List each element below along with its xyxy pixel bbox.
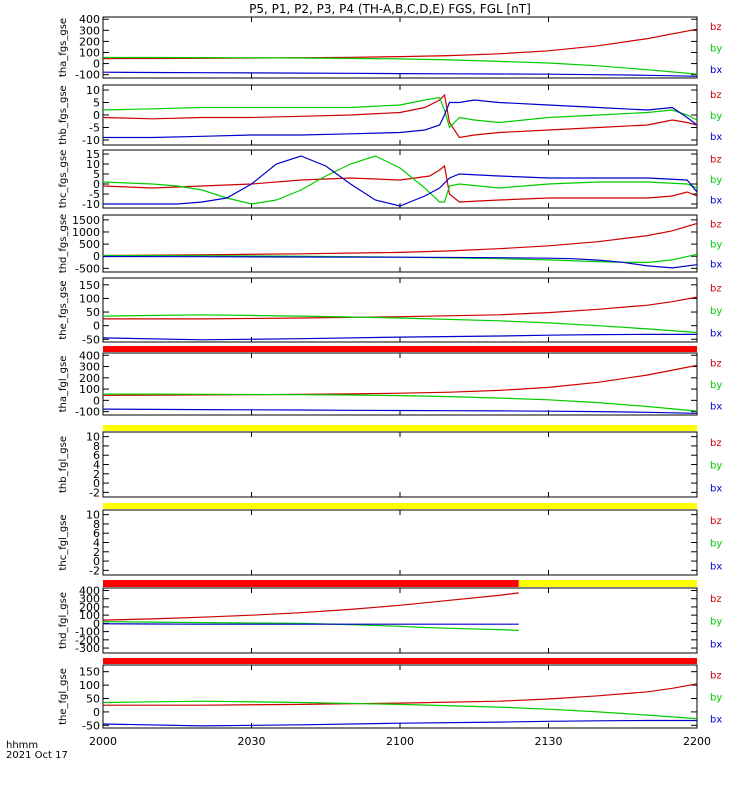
component-label-bx: bx bbox=[710, 483, 722, 494]
component-label-bz: bz bbox=[710, 220, 722, 231]
y-tick-label: 500 bbox=[79, 238, 100, 251]
y-tick-label: 0 bbox=[93, 109, 100, 122]
component-label-by: by bbox=[710, 175, 722, 186]
component-label-bz: bz bbox=[710, 516, 722, 527]
component-label-bz: bz bbox=[710, 358, 722, 369]
y-axis-label: tha_fgs_gse bbox=[58, 18, 69, 77]
y-tick-label: -50 bbox=[82, 333, 100, 346]
status-bar-4-segment-1 bbox=[103, 580, 519, 587]
y-tick-label: 50 bbox=[86, 306, 100, 319]
y-axis-label: thc_fgl_gse bbox=[58, 514, 69, 570]
y-tick-label: -10 bbox=[82, 134, 100, 147]
x-tick-label: 2030 bbox=[238, 735, 266, 748]
status-bar-2-segment-1 bbox=[103, 425, 697, 431]
y-tick-label: -2 bbox=[89, 564, 100, 577]
y-tick-label: -100 bbox=[75, 69, 100, 82]
component-label-bz: bz bbox=[710, 284, 722, 295]
x-tick-label: 2000 bbox=[89, 735, 117, 748]
y-tick-label: -10 bbox=[82, 198, 100, 211]
y-tick-label: -300 bbox=[75, 642, 100, 655]
component-label-bz: bz bbox=[710, 22, 722, 33]
y-axis-label: thb_fgs_gse bbox=[58, 85, 69, 144]
component-label-bx: bx bbox=[710, 715, 722, 726]
y-axis-label: thd_fgl_gse bbox=[58, 592, 69, 649]
y-axis-label: thb_fgl_gse bbox=[58, 436, 69, 493]
time-axis-label-date: 2021 Oct 17 bbox=[6, 750, 68, 761]
component-label-by: by bbox=[710, 617, 722, 628]
component-label-by: by bbox=[710, 306, 722, 317]
y-tick-label: 1000 bbox=[72, 226, 100, 239]
component-label-bx: bx bbox=[710, 639, 722, 650]
status-bar-3-segment-1 bbox=[103, 503, 697, 509]
y-tick-label: 0 bbox=[93, 706, 100, 719]
y-axis-label: the_fgl_gse bbox=[58, 668, 69, 725]
component-label-bx: bx bbox=[710, 402, 722, 413]
y-tick-label: 150 bbox=[79, 279, 100, 292]
x-tick-label: 2100 bbox=[386, 735, 414, 748]
chart-title: P5, P1, P2, P3, P4 (TH-A,B,C,D,E) FGS, F… bbox=[249, 2, 531, 16]
component-label-bz: bz bbox=[710, 90, 722, 101]
y-axis-label: tha_fgl_gse bbox=[58, 356, 69, 413]
y-tick-label: 150 bbox=[79, 666, 100, 679]
component-label-by: by bbox=[710, 240, 722, 251]
status-bar-4-segment-2 bbox=[519, 580, 697, 587]
component-label-by: by bbox=[710, 44, 722, 55]
y-axis-label: thd_fgs_gse bbox=[58, 214, 69, 273]
component-label-by: by bbox=[710, 380, 722, 391]
component-label-bz: bz bbox=[710, 670, 722, 681]
y-axis-label: thc_fgs_gse bbox=[58, 150, 69, 209]
component-label-bx: bx bbox=[710, 561, 722, 572]
component-label-bx: bx bbox=[710, 195, 722, 206]
y-tick-label: 50 bbox=[86, 693, 100, 706]
y-tick-label: -50 bbox=[82, 719, 100, 732]
y-tick-label: 100 bbox=[79, 679, 100, 692]
y-tick-label: 0 bbox=[93, 250, 100, 263]
component-label-by: by bbox=[710, 111, 722, 122]
y-tick-label: -2 bbox=[89, 486, 100, 499]
component-label-by: by bbox=[710, 693, 722, 704]
y-axis-label: the_fgs_gse bbox=[58, 280, 69, 339]
component-label-by: by bbox=[710, 461, 722, 472]
x-tick-label: 2130 bbox=[535, 735, 563, 748]
component-label-bz: bz bbox=[710, 594, 722, 605]
y-tick-label: 100 bbox=[79, 292, 100, 305]
status-bar-1-segment-1 bbox=[103, 346, 697, 352]
component-label-bz: bz bbox=[710, 438, 722, 449]
y-tick-label: -100 bbox=[75, 406, 100, 419]
y-tick-label: 5 bbox=[93, 97, 100, 110]
y-tick-label: 1500 bbox=[72, 214, 100, 227]
y-tick-label: 10 bbox=[86, 84, 100, 97]
component-label-bx: bx bbox=[710, 259, 722, 270]
y-tick-label: -5 bbox=[89, 122, 100, 135]
y-tick-label: 0 bbox=[93, 320, 100, 333]
component-label-bx: bx bbox=[710, 65, 722, 76]
component-label-bz: bz bbox=[710, 155, 722, 166]
component-label-bx: bx bbox=[710, 328, 722, 339]
status-bar-5-segment-1 bbox=[103, 658, 697, 664]
component-label-bx: bx bbox=[710, 132, 722, 143]
component-label-by: by bbox=[710, 539, 722, 550]
y-tick-label: -500 bbox=[75, 262, 100, 275]
x-tick-label: 2200 bbox=[683, 735, 711, 748]
